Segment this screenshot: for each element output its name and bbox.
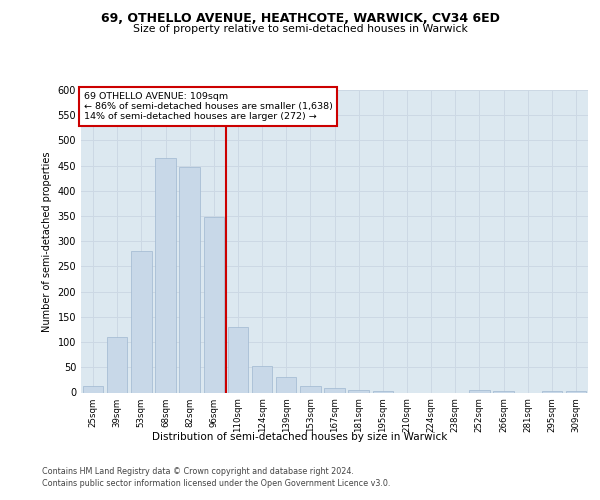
Bar: [179, 166, 200, 392]
Text: Size of property relative to semi-detached houses in Warwick: Size of property relative to semi-detach…: [133, 24, 467, 34]
Bar: [469, 390, 490, 392]
Bar: [276, 378, 296, 392]
Bar: [83, 386, 103, 392]
Bar: [203, 217, 224, 392]
Text: 69 OTHELLO AVENUE: 109sqm
← 86% of semi-detached houses are smaller (1,638)
14% : 69 OTHELLO AVENUE: 109sqm ← 86% of semi-…: [83, 92, 332, 122]
Bar: [566, 391, 586, 392]
Text: Contains HM Land Registry data © Crown copyright and database right 2024.: Contains HM Land Registry data © Crown c…: [42, 468, 354, 476]
Text: Contains public sector information licensed under the Open Government Licence v3: Contains public sector information licen…: [42, 479, 391, 488]
Text: 69, OTHELLO AVENUE, HEATHCOTE, WARWICK, CV34 6ED: 69, OTHELLO AVENUE, HEATHCOTE, WARWICK, …: [101, 12, 499, 26]
Bar: [300, 386, 320, 392]
Y-axis label: Number of semi-detached properties: Number of semi-detached properties: [42, 151, 52, 332]
Bar: [107, 337, 127, 392]
Text: Distribution of semi-detached houses by size in Warwick: Distribution of semi-detached houses by …: [152, 432, 448, 442]
Bar: [227, 327, 248, 392]
Bar: [493, 391, 514, 392]
Bar: [252, 366, 272, 392]
Bar: [324, 388, 345, 392]
Bar: [349, 390, 369, 392]
Bar: [131, 252, 152, 392]
Bar: [155, 158, 176, 392]
